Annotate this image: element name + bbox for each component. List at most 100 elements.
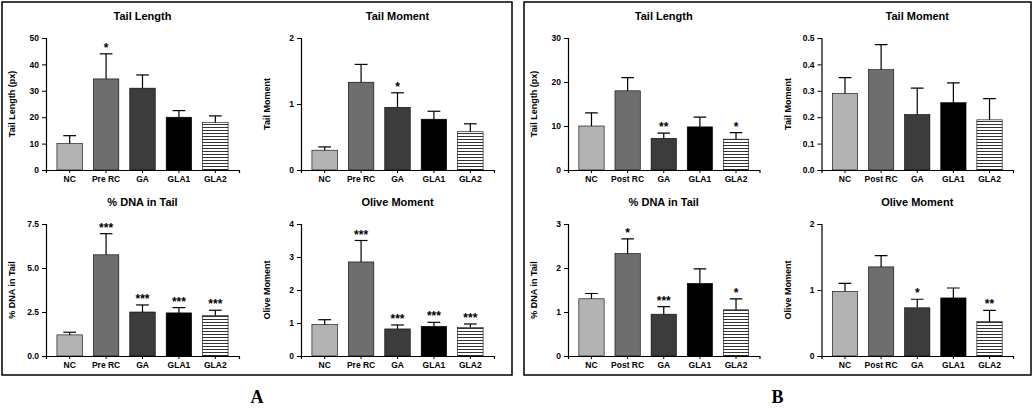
y-tick-label: 3 (289, 252, 294, 262)
error-cap (318, 146, 331, 147)
y-tick: 0 (556, 165, 568, 175)
x-tick-label: Post RC (865, 360, 898, 370)
x-tick-mark (989, 170, 990, 173)
y-tick: 0 (34, 165, 46, 175)
bar (868, 70, 893, 170)
y-tick-mark (42, 64, 46, 65)
y-tick: 0 (289, 351, 301, 361)
error-cap (875, 44, 888, 45)
x-tick: GA (136, 356, 149, 370)
error-line (917, 299, 918, 308)
x-axis: NCPre RCGAGLA1GLA2 (302, 170, 495, 184)
significance-marker: *** (427, 309, 441, 323)
x-tick-mark (106, 170, 107, 173)
y-tick-mark (818, 144, 822, 145)
error-line (69, 136, 70, 144)
x-tick: GLA1 (423, 356, 446, 370)
y-axis-line (564, 225, 569, 357)
bar (579, 126, 604, 170)
y-tick-mark (297, 38, 301, 39)
error-bar (730, 299, 743, 310)
y-tick-label: 0.2 (803, 112, 815, 122)
significance-marker: *** (172, 295, 186, 309)
bar (93, 255, 118, 356)
x-tick: NC (585, 170, 597, 184)
y-tick: 0.5 (803, 33, 822, 43)
bar (203, 122, 228, 170)
chart-title: Tail Moment (366, 10, 430, 22)
significance-marker: *** (99, 221, 113, 235)
y-tick-mark (297, 170, 301, 171)
error-bar (355, 241, 368, 262)
bar (385, 107, 410, 170)
error-line (470, 124, 471, 132)
y-tick: 0 (289, 165, 301, 175)
y-tick: 1 (289, 99, 301, 109)
y-tick-label: 10 (552, 121, 562, 131)
x-tick: GA (657, 356, 670, 370)
x-tick-mark (142, 356, 143, 359)
error-line (881, 256, 882, 267)
y-tick-mark (818, 170, 822, 171)
error-line (663, 307, 664, 314)
error-cap (947, 82, 960, 83)
x-tick-label: Pre RC (92, 360, 120, 370)
y-tick: 2 (289, 285, 301, 295)
x-tick-mark (361, 170, 362, 173)
error-bar (100, 54, 113, 79)
error-bar (585, 113, 598, 126)
y-tick-mark (818, 117, 822, 118)
error-line (215, 116, 216, 123)
x-tick: Post RC (611, 170, 644, 184)
y-tick-label: 10 (30, 139, 40, 149)
bar (941, 298, 966, 356)
y-axis: 01234 (289, 219, 301, 361)
significance-marker: * (734, 120, 739, 134)
y-tick-mark (297, 323, 301, 324)
x-tick-mark (699, 170, 700, 173)
bar (651, 138, 676, 170)
x-tick-label: Post RC (611, 360, 644, 370)
x-tick-label: GLA1 (423, 360, 446, 370)
significance-marker: *** (208, 297, 222, 311)
x-tick-mark (591, 170, 592, 173)
y-tick-mark (818, 91, 822, 92)
error-line (699, 269, 700, 284)
x-axis: NCPre RCGAGLA1GLA2 (47, 356, 240, 370)
y-tick-label: 2 (289, 33, 294, 43)
error-cap (911, 88, 924, 89)
error-line (699, 117, 700, 127)
x-tick-mark (433, 170, 434, 173)
error-bar (173, 111, 186, 118)
error-bar (621, 239, 634, 254)
x-tick-mark (917, 356, 918, 359)
x-tick-label: GA (136, 174, 149, 184)
y-axis-line (297, 39, 302, 171)
error-line (178, 111, 179, 118)
x-tick-mark (736, 170, 737, 173)
x-tick: GLA1 (942, 170, 965, 184)
error-cap (136, 74, 149, 75)
y-tick-mark (297, 104, 301, 105)
x-tick-mark (69, 356, 70, 359)
y-tick-label: 50 (30, 33, 40, 43)
bar (421, 326, 446, 356)
significance-marker: * (625, 226, 630, 240)
bar (312, 325, 337, 356)
x-axis-line (47, 357, 240, 360)
bar (57, 144, 82, 170)
x-tick-mark (627, 356, 628, 359)
x-tick: GLA2 (978, 356, 1001, 370)
y-tick: 50 (30, 33, 46, 43)
x-tick: NC (319, 170, 331, 184)
significance-marker: *** (354, 228, 368, 242)
y-axis: 0.02.55.07.5 (27, 219, 46, 361)
x-tick-label: NC (64, 360, 76, 370)
panel-frame (524, 2, 1031, 375)
error-bar (318, 147, 331, 150)
x-tick: GLA1 (689, 170, 712, 184)
x-tick-mark (591, 356, 592, 359)
x-tick: Pre RC (347, 356, 375, 370)
x-axis: NCPost RCGAGLA1GLA2 (822, 170, 1014, 184)
y-tick-mark (818, 224, 822, 225)
